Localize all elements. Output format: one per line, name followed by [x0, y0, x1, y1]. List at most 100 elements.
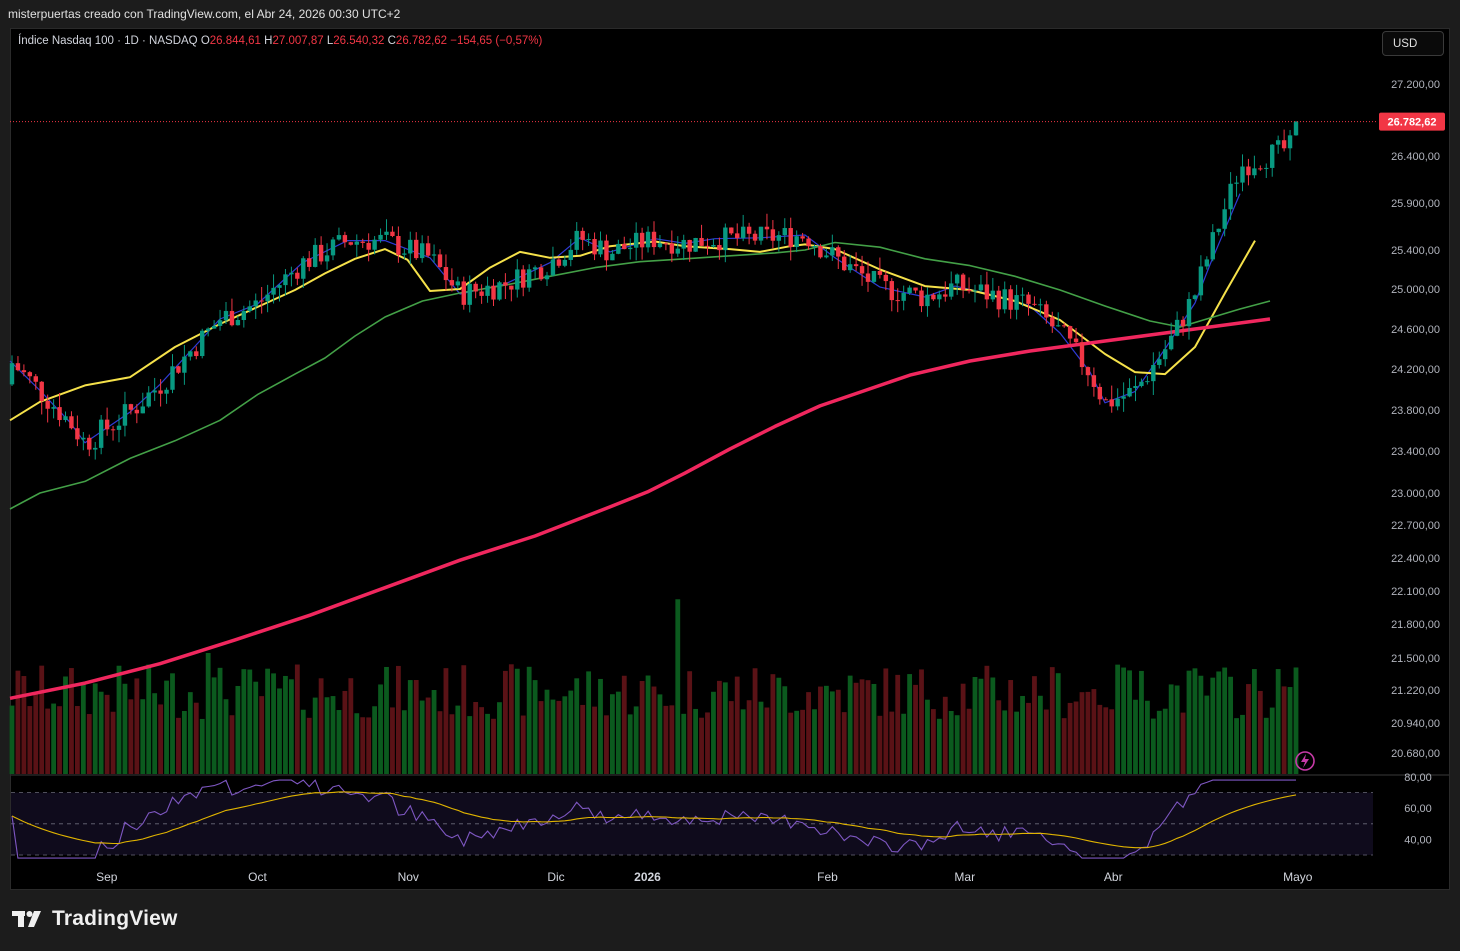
price-tick-label: 25.900,00 [1391, 198, 1440, 210]
volume-bar [954, 715, 960, 774]
candle-body [1109, 399, 1114, 407]
volume-bar [294, 664, 300, 774]
price-tick-label: 27.200,00 [1391, 79, 1440, 91]
candle-body [1192, 295, 1198, 300]
candle-body [188, 351, 193, 357]
currency-button[interactable]: USD [1382, 31, 1444, 56]
candle-body [592, 239, 597, 255]
volume-bar [413, 680, 419, 774]
volume-bar [360, 717, 366, 774]
volume-bar [907, 674, 913, 774]
candle-body [283, 274, 288, 286]
volume-bar [1180, 712, 1186, 774]
candle-body [960, 274, 966, 290]
volume-bar [568, 690, 574, 774]
volume-bar [502, 670, 508, 774]
volume-bar [877, 715, 883, 774]
candle-body [633, 232, 639, 248]
candle-body [978, 284, 984, 291]
candle-body [859, 266, 865, 274]
volume-bar [948, 710, 954, 774]
volume-bar [158, 704, 164, 774]
volume-bar [746, 700, 752, 774]
candle-body [45, 400, 50, 409]
candle-body [752, 233, 758, 241]
volume-bar [972, 677, 978, 774]
candle-body [645, 231, 651, 248]
volume-bar [342, 690, 348, 774]
volume-bar [407, 680, 413, 774]
volume-bar [384, 666, 389, 774]
volume-bar [330, 696, 336, 774]
candle-body [1044, 304, 1049, 318]
volume-bar [1251, 669, 1257, 774]
volume-bar [1287, 687, 1293, 774]
candle-body [562, 259, 568, 266]
volume-bar [859, 679, 865, 774]
volume-bar [960, 683, 966, 774]
candle-body [402, 253, 407, 255]
candle-body [717, 244, 722, 251]
volume-bar [722, 682, 728, 774]
volume-bar [199, 718, 205, 774]
volume-bar [187, 692, 193, 774]
volume-bar [1091, 689, 1097, 774]
candle-body [681, 239, 686, 249]
candle-body [419, 243, 425, 259]
volume-bar [1008, 680, 1014, 774]
volume-bar [395, 665, 401, 774]
volume-bar [443, 668, 449, 774]
candle-body [378, 234, 383, 240]
candle-body [586, 239, 591, 241]
candle-body [639, 232, 645, 248]
volume-bar [913, 684, 918, 774]
candle-body [669, 243, 675, 254]
volume-bar [140, 699, 146, 774]
candle-body [211, 325, 217, 329]
volume-bar [1281, 686, 1287, 774]
volume-bar [883, 668, 889, 774]
candle-body [1168, 335, 1174, 350]
candle-body [229, 310, 235, 326]
candle-body [610, 253, 615, 261]
price-tick-label: 22.700,00 [1391, 520, 1440, 532]
candle-body [1038, 304, 1043, 306]
moving-averages [9, 193, 1271, 701]
candle-body [675, 248, 680, 254]
volume-bar [170, 673, 175, 774]
time-tick-label: Sep [96, 870, 118, 884]
volume-bar [823, 685, 829, 774]
price-tick-label: 21.800,00 [1391, 619, 1440, 631]
candle-body [372, 239, 377, 250]
volume-bars [9, 599, 1299, 774]
candle-body [110, 429, 116, 431]
candle-body [1050, 317, 1055, 327]
volume-bar [936, 718, 942, 774]
time-tick-label: Dic [547, 870, 564, 884]
candle-body [1275, 140, 1281, 145]
candle-body [1067, 326, 1073, 339]
candle-body [265, 294, 270, 302]
candle-body [152, 390, 157, 393]
candle-body [324, 255, 330, 262]
candle-body [1079, 342, 1085, 368]
candle-body [1127, 387, 1132, 397]
price-tick-label: 24.200,00 [1391, 364, 1440, 376]
chart-caption: misterpuertas creado con TradingView.com… [8, 7, 401, 21]
candle-body [116, 425, 122, 430]
volume-bar [1049, 667, 1055, 774]
volume-bar [1014, 711, 1020, 774]
candle-body [931, 294, 936, 300]
candle-body [1222, 209, 1227, 229]
volume-bar [544, 689, 550, 774]
volume-bar [711, 691, 716, 774]
volume-bar [978, 678, 984, 774]
candle-body [1073, 338, 1079, 343]
volume-bar [122, 683, 128, 774]
candle-body [122, 404, 128, 426]
candle-body [1014, 295, 1019, 310]
candle-body [158, 390, 163, 394]
symbol-label: Índice Nasdaq 100 · 1D · NASDAQ [18, 35, 198, 47]
volume-bar [497, 702, 502, 774]
